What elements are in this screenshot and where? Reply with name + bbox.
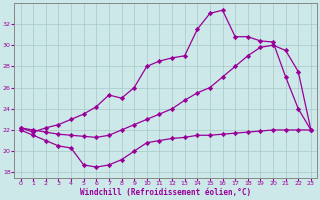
X-axis label: Windchill (Refroidissement éolien,°C): Windchill (Refroidissement éolien,°C) <box>80 188 251 197</box>
